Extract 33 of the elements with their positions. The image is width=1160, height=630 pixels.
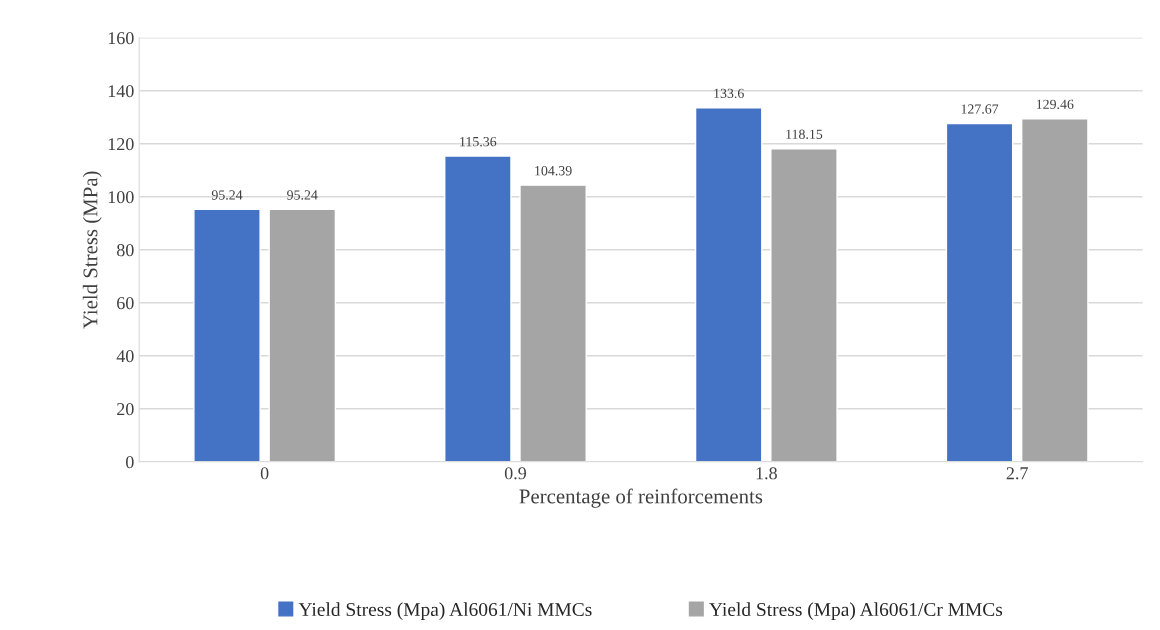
x-tick-label: 0 xyxy=(260,467,269,480)
legend-label: Yield Stress (Mpa) Al6061/Cr MMCs xyxy=(709,602,1003,620)
y-tick-label: 140 xyxy=(108,85,134,98)
y-axis-title: Yield Stress (MPa) xyxy=(82,171,102,329)
bar xyxy=(268,208,337,462)
x-axis-title: Percentage of reinforcements xyxy=(519,488,763,508)
data-label: 129.46 xyxy=(1036,99,1074,110)
data-label: 95.24 xyxy=(287,190,318,200)
bar xyxy=(694,107,763,462)
bar xyxy=(770,148,838,462)
x-tick-label: 1.8 xyxy=(756,467,777,480)
y-tick-label: 80 xyxy=(116,244,134,257)
bar xyxy=(519,184,587,462)
data-label: 127.67 xyxy=(961,104,999,114)
y-tick-label: 60 xyxy=(117,297,134,310)
y-tick-label: 160 xyxy=(108,32,134,45)
data-label: 115.36 xyxy=(460,136,497,147)
y-tick-label: 100 xyxy=(108,191,134,204)
bar xyxy=(193,208,261,462)
y-tick-label: 40 xyxy=(116,350,134,363)
bar xyxy=(444,155,512,462)
y-tick-label: 0 xyxy=(126,456,134,469)
y-tick-label: 120 xyxy=(108,138,134,151)
data-label: 118.15 xyxy=(786,129,823,139)
bar xyxy=(1020,118,1089,462)
data-label: 104.39 xyxy=(535,166,572,176)
x-tick-label: 0.9 xyxy=(504,467,527,480)
data-label: 133.6 xyxy=(714,88,744,99)
bar xyxy=(945,122,1014,462)
y-tick-label: 20 xyxy=(117,403,134,416)
legend-label: Yield Stress (Mpa) Al6061/Ni MMCs xyxy=(298,602,592,620)
x-tick-label: 2.7 xyxy=(1006,467,1028,480)
data-label: 95.24 xyxy=(211,190,243,200)
